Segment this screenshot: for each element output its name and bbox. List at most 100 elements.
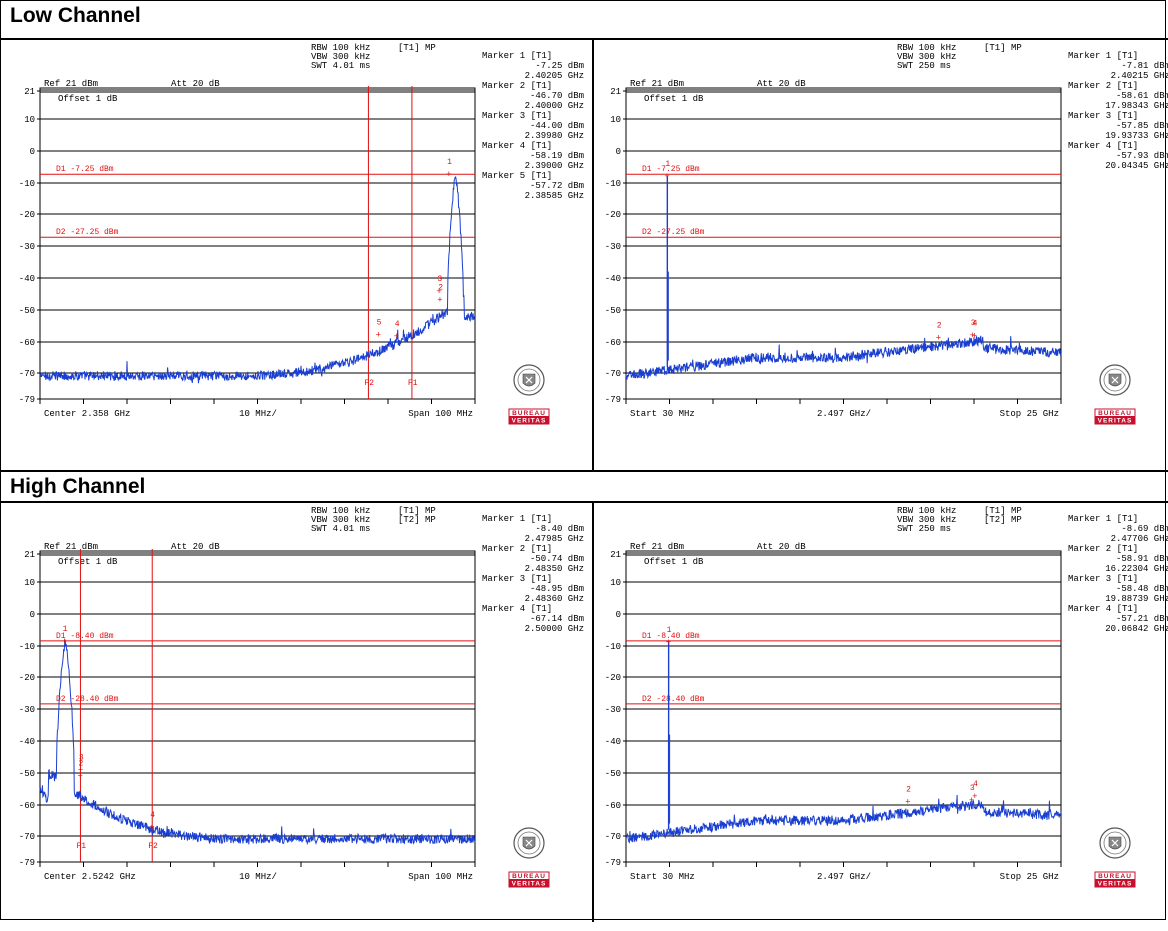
marker-readout-freq: 2.40000 GHz	[525, 101, 584, 111]
svg-text:BUREAU: BUREAU	[1098, 873, 1132, 880]
divider-mid	[0, 470, 1168, 472]
header-vbw: VBW 300 kHz	[311, 515, 370, 525]
marker-point-label: 2	[906, 786, 911, 795]
svg-text:VERITAS: VERITAS	[1098, 881, 1133, 888]
y-tick-label: -79	[605, 395, 621, 405]
y-tick-label: -50	[19, 306, 35, 316]
header-rbw: RBW 100 kHz	[311, 506, 370, 516]
footer-mid: 2.497 GHz/	[817, 409, 871, 419]
display-line-label: D1 -7.25 dBm	[642, 165, 700, 174]
y-tick-label: 10	[610, 115, 621, 125]
attenuation-label: Att 20 dB	[171, 542, 220, 552]
footer-mid: 2.497 GHz/	[817, 872, 871, 882]
header-trace2: [T2] MP	[984, 515, 1022, 525]
marker-readout-level: -67.14 dBm	[530, 614, 584, 624]
marker-point: +	[905, 798, 910, 808]
ref-level-label: Ref 21 dBm	[630, 542, 684, 552]
bureau-veritas-seal-icon	[513, 827, 545, 859]
y-tick-label: -30	[605, 242, 621, 252]
svg-text:BUREAU: BUREAU	[512, 873, 546, 880]
marker-readout-level: -57.72 dBm	[530, 181, 584, 191]
y-tick-label: 21	[24, 87, 35, 97]
spectrum-trace	[625, 794, 1062, 844]
marker-readout-freq: 2.47985 GHz	[525, 534, 584, 544]
marker-readout-level: -50.74 dBm	[530, 554, 584, 564]
marker-readout-name: Marker 1 [T1]	[482, 514, 552, 524]
y-tick-label: 0	[616, 147, 621, 157]
header-rbw: RBW 100 kHz	[897, 506, 956, 516]
y-tick-label: -10	[605, 642, 621, 652]
marker-readout-level: -8.69 dBm	[1121, 524, 1168, 534]
svg-text:VERITAS: VERITAS	[1098, 418, 1133, 425]
marker-readout-level: -57.85 dBm	[1116, 121, 1168, 131]
bureau-veritas-seal-icon	[513, 364, 545, 396]
footer-left: Start 30 MHz	[630, 409, 695, 419]
marker-readout-level: -46.70 dBm	[530, 91, 584, 101]
svg-text:VERITAS: VERITAS	[512, 418, 547, 425]
y-tick-label: -50	[19, 769, 35, 779]
freq-line-label: F1	[408, 379, 418, 388]
freq-line-label: F1	[76, 842, 86, 851]
svg-text:BUREAU: BUREAU	[512, 410, 546, 417]
footer-right: Stop 25 GHz	[1000, 872, 1059, 882]
marker-point: +	[149, 823, 154, 833]
marker-readout-freq: 16.22304 GHz	[1105, 564, 1168, 574]
y-tick-label: -10	[19, 179, 35, 189]
marker-readout-freq: 20.04345 GHz	[1105, 161, 1168, 171]
marker-readout-level: -7.81 dBm	[1121, 61, 1168, 71]
marker-readout-freq: 2.48360 GHz	[525, 594, 584, 604]
header-vbw: VBW 300 kHz	[311, 52, 370, 62]
display-line-label: D2 -27.25 dBm	[642, 228, 705, 237]
footer-right: Stop 25 GHz	[1000, 409, 1059, 419]
marker-point-label: 4	[395, 320, 400, 329]
y-tick-label: -79	[19, 858, 35, 868]
marker-point: +	[446, 170, 451, 180]
marker-point-label: 3	[971, 319, 976, 328]
marker-readout-name: Marker 1 [T1]	[1068, 51, 1138, 61]
y-tick-label: 0	[616, 610, 621, 620]
marker-readout-name: Marker 3 [T1]	[482, 111, 552, 121]
marker-point: +	[62, 637, 67, 647]
header-trace: [T1] MP	[398, 43, 436, 53]
marker-readout-level: -58.91 dBm	[1116, 554, 1168, 564]
offset-label: Offset 1 dB	[644, 94, 704, 104]
footer-mid: 10 MHz/	[239, 872, 277, 882]
y-tick-label: 0	[30, 610, 35, 620]
display-line-label: D1 -8.40 dBm	[642, 632, 700, 641]
y-tick-label: -20	[605, 210, 621, 220]
marker-readout-freq: 17.98343 GHz	[1105, 101, 1168, 111]
y-tick-label: -30	[605, 705, 621, 715]
marker-readout-freq: 19.93733 GHz	[1105, 131, 1168, 141]
svg-text:VERITAS: VERITAS	[512, 881, 547, 888]
marker-readout-freq: 20.06842 GHz	[1105, 624, 1168, 634]
y-tick-label: -70	[19, 832, 35, 842]
svg-text:BUREAU: BUREAU	[1098, 410, 1132, 417]
marker-point: +	[437, 295, 442, 305]
marker-point-label: 1	[665, 160, 670, 169]
marker-readout-name: Marker 3 [T1]	[1068, 574, 1138, 584]
spectrum-trace	[625, 335, 1062, 381]
marker-point: +	[972, 792, 977, 802]
marker-point-label: 1	[667, 626, 672, 635]
marker-point: +	[970, 331, 975, 341]
divider-col-high	[592, 501, 594, 922]
marker-readout-level: -57.93 dBm	[1116, 151, 1168, 161]
marker-readout-name: Marker 1 [T1]	[482, 51, 552, 61]
marker-point-label: 2	[937, 322, 942, 331]
marker-readout-freq: 19.88739 GHz	[1105, 594, 1168, 604]
spectrum-panel-high-right: RBW 100 kHz VBW 300 kHz SWT 250 ms [T1] MP[…	[594, 503, 1168, 931]
y-tick-label: -20	[605, 673, 621, 683]
ref-level-label: Ref 21 dBm	[44, 542, 98, 552]
marker-point-label: 2	[438, 283, 443, 292]
marker-point-label: 4	[973, 319, 978, 328]
marker-point-label: 4	[973, 780, 978, 789]
marker-readout-level: -58.61 dBm	[1116, 91, 1168, 101]
header-trace2: [T2] MP	[398, 515, 436, 525]
marker-point-label: 3	[79, 754, 84, 763]
y-tick-label: 10	[24, 115, 35, 125]
y-tick-label: -40	[19, 737, 35, 747]
header-swt: SWT 4.01 ms	[311, 61, 370, 71]
